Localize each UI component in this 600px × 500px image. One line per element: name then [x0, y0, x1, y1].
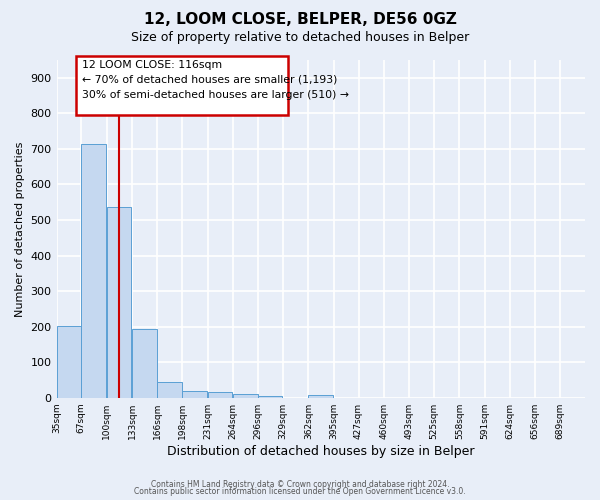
Y-axis label: Number of detached properties: Number of detached properties: [15, 141, 25, 316]
Text: 12, LOOM CLOSE, BELPER, DE56 0GZ: 12, LOOM CLOSE, BELPER, DE56 0GZ: [143, 12, 457, 28]
Bar: [257, 396, 282, 398]
Text: Contains public sector information licensed under the Open Government Licence v3: Contains public sector information licen…: [134, 487, 466, 496]
FancyBboxPatch shape: [76, 56, 287, 115]
Text: Contains HM Land Registry data © Crown copyright and database right 2024.: Contains HM Land Registry data © Crown c…: [151, 480, 449, 489]
Bar: [157, 382, 182, 398]
Bar: [208, 392, 232, 398]
Bar: [132, 329, 157, 398]
Bar: [308, 395, 333, 398]
Bar: [81, 144, 106, 398]
X-axis label: Distribution of detached houses by size in Belper: Distribution of detached houses by size …: [167, 444, 475, 458]
Bar: [233, 394, 257, 398]
Text: 12 LOOM CLOSE: 116sqm
← 70% of detached houses are smaller (1,193)
30% of semi-d: 12 LOOM CLOSE: 116sqm ← 70% of detached …: [82, 60, 349, 100]
Text: Size of property relative to detached houses in Belper: Size of property relative to detached ho…: [131, 31, 469, 44]
Bar: [107, 207, 131, 398]
Bar: [56, 326, 81, 398]
Bar: [182, 390, 207, 398]
